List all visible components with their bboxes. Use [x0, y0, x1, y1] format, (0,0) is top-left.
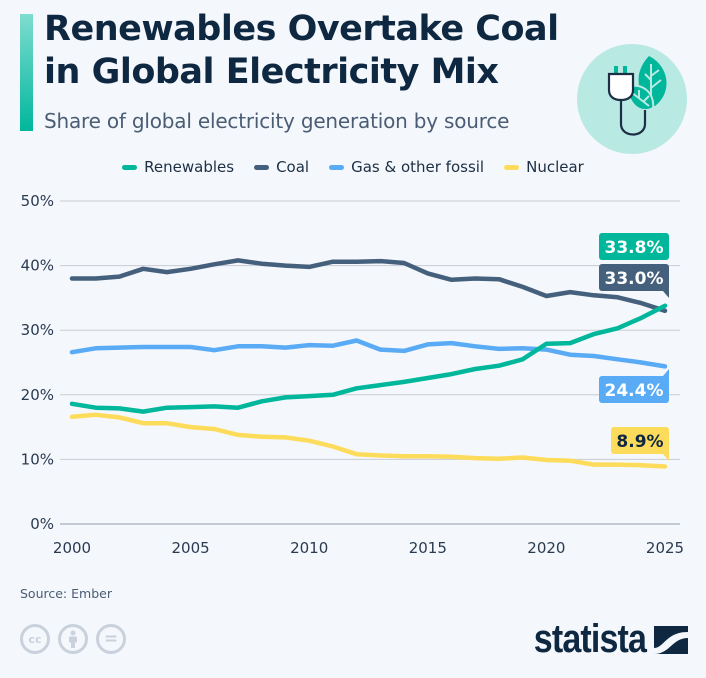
y-tick-label: 0%	[30, 515, 54, 533]
end-label-box-gas	[599, 376, 669, 403]
y-tick-label: 10%	[21, 450, 54, 468]
end-label-gas: 24.4%	[599, 369, 669, 403]
series-line-nuclear[interactable]	[69, 412, 668, 469]
end-label-box-renewables	[599, 233, 669, 260]
statista-logo[interactable]: statista	[514, 617, 688, 662]
legend-swatch-renewables	[122, 164, 138, 170]
legend-swatch-coal	[254, 164, 270, 170]
y-tick-label: 50%	[21, 192, 54, 210]
legend-label-coal: Coal	[276, 158, 310, 176]
end-label-renewables: 33.8%	[599, 233, 669, 260]
statista-mark-icon	[654, 625, 688, 654]
brand-wordmark: statista	[533, 617, 647, 661]
end-label-tail	[663, 289, 669, 298]
end-label-text-gas: 24.4%	[605, 381, 664, 401]
x-tick-label: 2005	[172, 539, 210, 557]
cc-icon[interactable]: cc	[20, 624, 50, 654]
series-line-gas[interactable]	[69, 338, 668, 369]
series-line-renewables[interactable]	[69, 303, 668, 414]
title-line-2: in Global Electricity Mix	[44, 52, 499, 92]
y-axis-tick-labels: 0% 10% 20% 30% 40% 50%	[21, 192, 54, 533]
series-lines	[69, 258, 668, 469]
x-tick-label: 2020	[527, 539, 565, 557]
end-label-box-coal	[599, 264, 669, 291]
x-axis-tick-labels: 2000 2005 2010 2015 2020 2025	[53, 539, 684, 557]
license-icons: cc =	[20, 624, 126, 654]
legend-item-nuclear[interactable]: Nuclear	[504, 158, 584, 176]
legend-item-renewables[interactable]: Renewables	[122, 158, 234, 176]
line-chart: 0%10%20%30%40%50% 2000 2005 2010 2015 2020 20…	[21, 192, 684, 557]
end-label-box-nuclear	[611, 427, 669, 454]
end-label-tail	[663, 452, 669, 461]
source-note: Source: Ember	[20, 586, 112, 601]
chart-subtitle: Share of global electricity generation b…	[44, 109, 510, 133]
y-tick-label: 20%	[21, 386, 54, 404]
no-derivatives-icon[interactable]: =	[96, 624, 126, 654]
end-value-labels: 33.8% 33.0% 24.4% 8.9%	[599, 233, 669, 461]
legend-swatch-nuclear	[504, 164, 520, 170]
legend-label-nuclear: Nuclear	[526, 158, 584, 176]
x-tick-label: 2010	[290, 539, 328, 557]
nd-icon-text: =	[103, 629, 119, 649]
end-label-text-nuclear: 8.9%	[616, 432, 663, 452]
y-tick-label: 30%	[21, 321, 54, 339]
person-icon	[69, 630, 77, 648]
end-label-nuclear: 8.9%	[611, 427, 669, 461]
end-label-coal: 33.0%	[599, 264, 669, 298]
chart-legend: Renewables Coal Gas & other fossil Nucle…	[0, 158, 706, 176]
plug-leaf-icon	[577, 44, 687, 154]
gridlines	[60, 200, 680, 525]
x-tick-label: 2015	[409, 539, 447, 557]
legend-label-renewables: Renewables	[144, 158, 235, 176]
legend-item-coal[interactable]: Coal	[254, 158, 309, 176]
series-line-coal[interactable]	[69, 258, 668, 314]
end-label-text-coal: 33.0%	[605, 269, 664, 289]
legend-item-gas[interactable]: Gas & other fossil	[329, 158, 484, 176]
title-line-1: Renewables Overtake Coal	[44, 9, 559, 49]
legend-swatch-gas	[329, 164, 345, 170]
cc-icon-text: cc	[28, 632, 42, 646]
y-tick-label: 40%	[21, 257, 54, 275]
end-label-tail	[663, 369, 669, 378]
attribution-icon[interactable]	[58, 624, 88, 654]
end-label-text-renewables: 33.8%	[605, 238, 664, 258]
legend-label-gas: Gas & other fossil	[351, 158, 485, 176]
title-accent-bar	[20, 14, 33, 131]
x-tick-label: 2000	[53, 539, 91, 557]
page-title: Renewables Overtake Coal in Global Elect…	[44, 8, 559, 94]
x-tick-label: 2025	[646, 539, 684, 557]
